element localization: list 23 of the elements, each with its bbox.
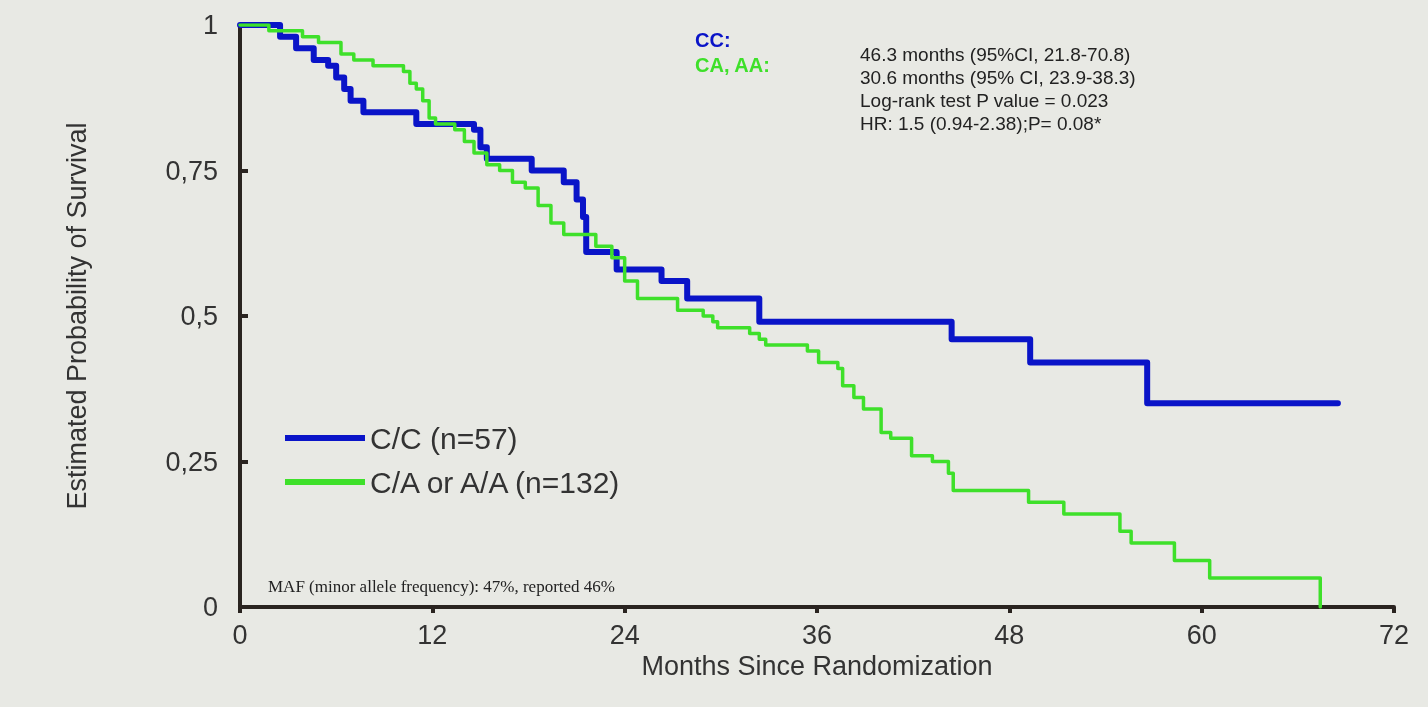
x-tick-label: 24 <box>609 619 640 650</box>
legend-label: C/A or A/A (n=132) <box>370 465 620 499</box>
annotation: MAF (minor allele frequency): 47%, reported 46% <box>268 577 615 596</box>
y-tick-label: 0,75 <box>165 155 218 186</box>
y-axis-title: Estimated Probability of Survival <box>61 122 92 510</box>
x-tick-label: 60 <box>1186 619 1217 650</box>
annotation: Log-rank test P value = 0.023 <box>860 90 1109 111</box>
x-tick-label: 72 <box>1378 619 1410 650</box>
x-tick-label: 12 <box>417 619 448 650</box>
annotation: 46.3 months (95%CI, 21.8-70.8) <box>860 44 1131 65</box>
annotation: 30.6 months (95% CI, 23.9-38.3) <box>860 67 1136 88</box>
x-tick-label: 48 <box>994 619 1025 650</box>
annotation: HR: 1.5 (0.94-2.38);P= 0.08* <box>860 113 1102 134</box>
legend-label: C/C (n=57) <box>370 421 518 455</box>
x-tick-label: 36 <box>801 619 833 650</box>
annotation: CA, AA: <box>695 54 770 76</box>
y-tick-label: 0 <box>202 592 218 622</box>
x-axis-title: Months Since Randomization <box>641 651 993 682</box>
y-tick-label: 1 <box>202 10 218 40</box>
y-tick-label: 0,25 <box>165 446 218 477</box>
y-tick-label: 0,5 <box>180 301 218 331</box>
x-tick-label: 0 <box>232 619 248 650</box>
annotation: CC: <box>695 29 731 51</box>
